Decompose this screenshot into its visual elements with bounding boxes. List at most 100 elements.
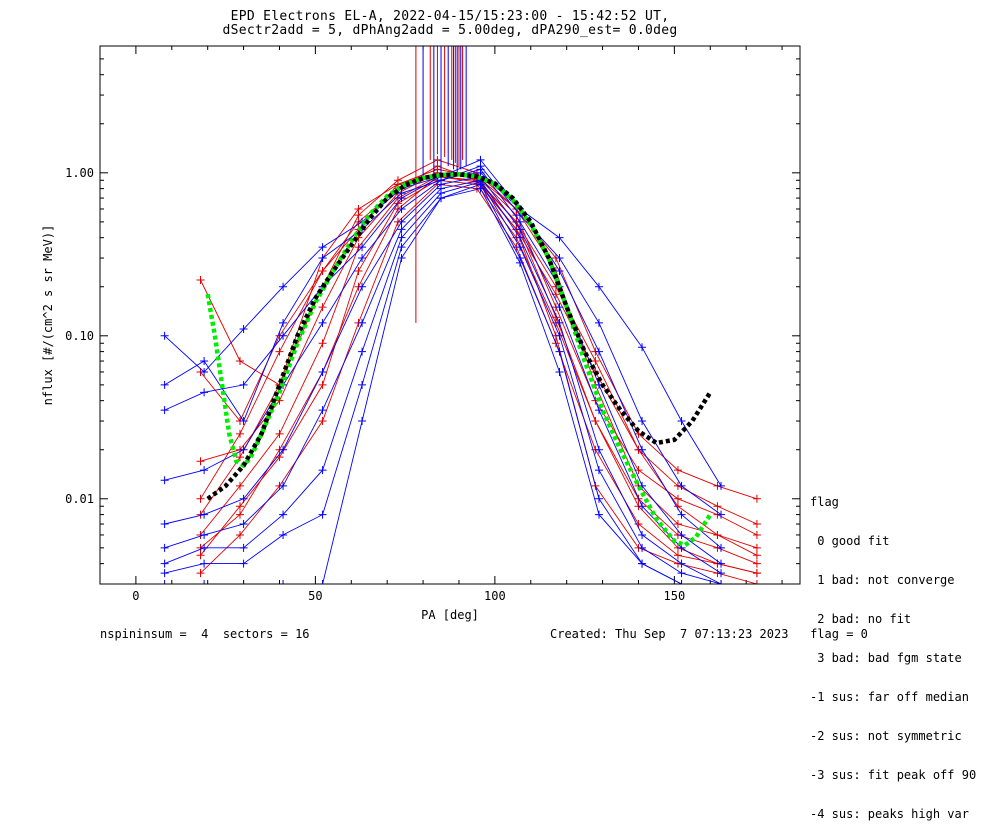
x-axis-label: PA [deg] bbox=[421, 608, 479, 622]
data-point-marker bbox=[638, 530, 647, 539]
data-point-marker bbox=[236, 481, 244, 490]
data-point-marker bbox=[236, 453, 244, 462]
data-point-marker bbox=[318, 266, 327, 275]
data-point-marker bbox=[318, 380, 327, 389]
data-point-marker bbox=[160, 331, 169, 340]
data-point-marker bbox=[200, 388, 209, 397]
data-point-marker bbox=[677, 530, 686, 539]
data-point-marker bbox=[160, 380, 169, 389]
data-point-marker bbox=[437, 194, 446, 203]
data-point-marker bbox=[275, 429, 284, 438]
legend-title: flag bbox=[810, 495, 839, 509]
data-point-marker bbox=[200, 559, 209, 568]
data-point-marker bbox=[279, 318, 288, 327]
data-point-marker bbox=[196, 569, 205, 578]
data-point-marker bbox=[279, 282, 288, 291]
data-series-line bbox=[164, 159, 722, 549]
data-point-marker bbox=[160, 559, 169, 568]
data-point-marker bbox=[239, 580, 248, 584]
chart-title: EPD Electrons EL-A, 2022-04-15/15:23:00 … bbox=[230, 9, 670, 24]
data-point-marker bbox=[160, 543, 169, 552]
legend-entry: -1 sus: far off median bbox=[810, 690, 969, 704]
data-point-marker bbox=[318, 318, 327, 327]
legend-entry: -4 sus: peaks high var bbox=[810, 807, 969, 821]
y-tick-label: 0.10 bbox=[65, 329, 94, 343]
data-point-marker bbox=[318, 303, 327, 312]
data-point-marker bbox=[476, 184, 485, 193]
data-point-marker bbox=[677, 417, 686, 426]
y-tick-label: 0.01 bbox=[65, 492, 94, 506]
data-point-marker bbox=[239, 325, 248, 334]
data-point-marker bbox=[594, 445, 603, 454]
data-point-marker bbox=[638, 417, 647, 426]
data-point-marker bbox=[594, 347, 603, 356]
legend-entry: 3 bad: bad fgm state bbox=[810, 651, 962, 665]
data-point-marker bbox=[318, 406, 327, 415]
data-point-marker bbox=[677, 569, 686, 578]
data-point-marker bbox=[476, 165, 485, 174]
legend-entry: 1 bad: not converge bbox=[810, 573, 955, 587]
y-axis-label: nflux [#/(cm^2 s sr MeV)] bbox=[41, 225, 55, 406]
data-point-marker bbox=[713, 502, 722, 511]
data-point-marker bbox=[677, 559, 686, 568]
y-tick-label: 1.00 bbox=[65, 166, 94, 180]
data-point-marker bbox=[677, 580, 686, 584]
data-point-marker bbox=[638, 502, 647, 511]
data-point-marker bbox=[752, 559, 761, 568]
data-point-marker bbox=[358, 282, 367, 291]
data-point-marker bbox=[555, 367, 564, 376]
data-series-line bbox=[200, 176, 758, 584]
data-point-marker bbox=[717, 510, 726, 519]
data-point-marker bbox=[318, 339, 327, 348]
data-point-marker bbox=[594, 494, 603, 503]
data-point-marker bbox=[160, 476, 169, 485]
x-tick-label: 100 bbox=[484, 589, 506, 603]
data-point-marker bbox=[196, 275, 205, 284]
chart-subtitle: dSectr2add = 5, dPhAng2add = 5.00deg, dP… bbox=[222, 23, 678, 38]
data-series-line bbox=[200, 176, 758, 549]
data-point-marker bbox=[239, 417, 248, 426]
data-point-marker bbox=[594, 318, 603, 327]
legend-entry: -2 sus: not symmetric bbox=[810, 729, 962, 743]
data-point-marker bbox=[752, 580, 761, 584]
data-point-marker bbox=[555, 266, 564, 275]
data-point-marker bbox=[752, 569, 761, 578]
data-point-marker bbox=[673, 494, 682, 503]
data-point-marker bbox=[397, 217, 406, 226]
data-point-marker bbox=[279, 530, 288, 539]
data-point-marker bbox=[354, 204, 363, 213]
x-tick-label: 150 bbox=[664, 589, 686, 603]
data-point-marker bbox=[236, 357, 244, 366]
data-point-marker bbox=[318, 254, 327, 263]
data-point-marker bbox=[555, 331, 564, 340]
data-point-marker bbox=[752, 520, 761, 529]
data-point-marker bbox=[239, 543, 248, 552]
data-point-marker bbox=[594, 282, 603, 291]
data-point-marker bbox=[476, 155, 485, 164]
data-point-marker bbox=[594, 406, 603, 415]
data-point-marker bbox=[236, 502, 244, 511]
data-point-marker bbox=[279, 510, 288, 519]
data-point-marker bbox=[239, 380, 248, 389]
data-point-marker bbox=[673, 520, 682, 529]
data-point-marker bbox=[717, 580, 726, 584]
data-point-marker bbox=[397, 204, 406, 213]
data-point-marker bbox=[516, 217, 524, 226]
data-point-marker bbox=[236, 510, 244, 519]
data-point-marker bbox=[358, 243, 367, 252]
data-point-marker bbox=[752, 494, 761, 503]
data-series-line bbox=[200, 172, 758, 536]
data-point-marker bbox=[594, 466, 603, 475]
data-point-marker bbox=[397, 243, 406, 252]
data-point-marker bbox=[397, 233, 406, 242]
flag-legend: flag 0 good fit 1 bad: not converge 2 ba… bbox=[810, 470, 976, 834]
footer-right: Created: Thu Sep 7 07:13:23 2023 flag = … bbox=[550, 627, 868, 641]
plot-frame bbox=[99, 45, 801, 585]
data-point-marker bbox=[160, 520, 169, 529]
data-point-marker bbox=[239, 520, 248, 529]
data-point-marker bbox=[594, 510, 603, 519]
data-point-marker bbox=[717, 481, 726, 490]
data-point-marker bbox=[752, 530, 761, 539]
data-point-marker bbox=[555, 318, 564, 327]
data-point-marker bbox=[433, 165, 442, 174]
